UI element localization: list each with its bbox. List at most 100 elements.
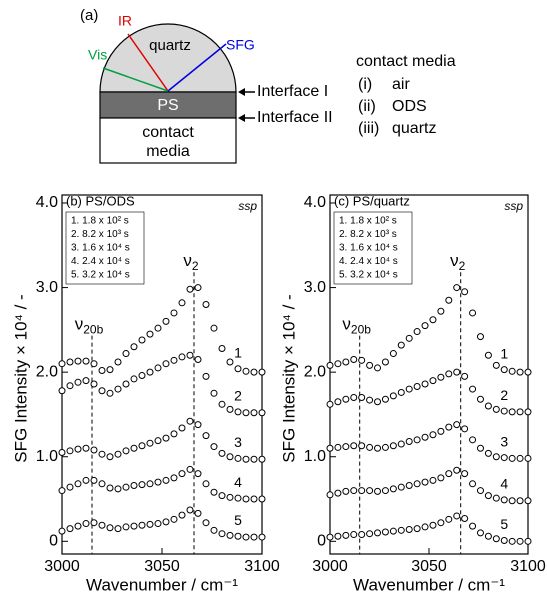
data-point (130, 375, 138, 383)
data-point (130, 444, 138, 452)
data-point (122, 523, 130, 531)
data-point (106, 484, 114, 492)
data-point (98, 450, 106, 458)
x-tick-label: 3050 (411, 558, 447, 575)
ir-beam (127, 33, 169, 92)
data-point (437, 474, 445, 482)
data-point (106, 524, 114, 532)
data-point (334, 532, 342, 540)
data-point (210, 324, 218, 332)
data-point (445, 296, 453, 304)
y-axis-label: SFG Intensity × 10⁴ / - (279, 294, 298, 462)
vis-beam (102, 67, 169, 92)
data-point (114, 525, 122, 533)
data-point (74, 378, 82, 386)
data-point (58, 387, 66, 395)
data-point (194, 284, 202, 292)
data-point (258, 409, 266, 417)
data-point (397, 483, 405, 491)
data-point (350, 531, 358, 539)
data-point (326, 361, 334, 369)
notes-box (333, 211, 413, 285)
data-point (484, 492, 492, 500)
data-point (98, 387, 106, 395)
data-point (138, 442, 146, 450)
data-point (350, 442, 358, 450)
data-point (397, 440, 405, 448)
data-point (342, 531, 350, 539)
data-point (106, 389, 114, 397)
data-point (178, 353, 186, 361)
data-point (469, 522, 477, 530)
data-point (98, 521, 106, 529)
data-point (146, 439, 154, 447)
annotation-symbol: ν (450, 252, 459, 271)
data-point (242, 367, 250, 375)
series-label: 5 (500, 516, 508, 532)
data-point (218, 344, 226, 352)
data-point (74, 522, 82, 530)
data-point (114, 485, 122, 493)
data-point (202, 432, 210, 440)
data-point (381, 358, 389, 366)
data-point (476, 444, 484, 452)
data-point (421, 380, 429, 388)
data-point (334, 398, 342, 406)
data-point (453, 466, 461, 474)
data-point (358, 531, 366, 539)
data-point (516, 408, 524, 416)
y-axis-label: SFG Intensity × 10⁴ / - (11, 294, 30, 462)
data-point (162, 360, 170, 368)
data-point (74, 357, 82, 365)
data-point (366, 487, 374, 495)
y-tick-label: 1.0 (304, 448, 326, 465)
data-point (122, 483, 130, 491)
data-point (154, 364, 162, 372)
ps-label: PS (157, 97, 178, 114)
y-tick-label: 4.0 (36, 194, 58, 211)
data-point (508, 497, 516, 505)
data-point (484, 532, 492, 540)
data-point (162, 518, 170, 526)
data-point (74, 445, 82, 453)
data-point (90, 360, 98, 368)
data-point (58, 449, 66, 457)
data-point (476, 529, 484, 537)
data-point (138, 521, 146, 529)
annotation-label: ν2 (450, 252, 466, 274)
y-tick-label: 1.0 (36, 448, 58, 465)
data-point (90, 519, 98, 527)
data-point (186, 506, 194, 514)
data-point (106, 453, 114, 461)
media-item-index: (iii) (358, 120, 379, 137)
ir-label: IR (118, 13, 132, 29)
data-point (202, 519, 210, 527)
data-point (461, 470, 469, 478)
data-point (234, 532, 242, 540)
data-point (476, 487, 484, 495)
data-point (413, 480, 421, 488)
data-point (130, 522, 138, 530)
data-point (389, 442, 397, 450)
data-point (469, 309, 477, 317)
data-point (250, 409, 258, 417)
y-tick-label: 0 (317, 533, 326, 550)
data-point (82, 476, 90, 484)
data-point (461, 288, 469, 296)
data-point (397, 341, 405, 349)
mode-label: ssp (238, 199, 257, 213)
data-point (194, 355, 202, 363)
data-point (366, 443, 374, 451)
data-point (122, 380, 130, 388)
data-point (381, 528, 389, 536)
data-point (258, 455, 266, 463)
data-point (258, 495, 266, 503)
data-point (162, 317, 170, 325)
data-point (461, 372, 469, 380)
data-point (66, 382, 74, 390)
series-label: 5 (234, 512, 242, 528)
data-point (90, 476, 98, 484)
data-point (234, 365, 242, 373)
note: 5. 3.2 x 10⁴ s (339, 270, 398, 281)
